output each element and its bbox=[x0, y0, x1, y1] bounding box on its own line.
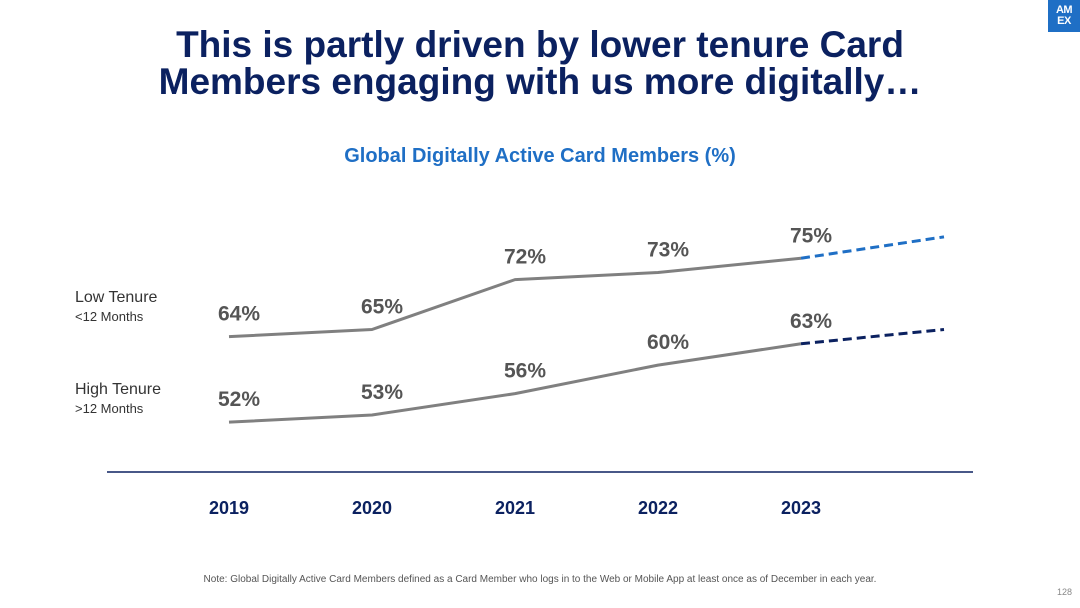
data-label-high-tenure-2023: 63% bbox=[790, 310, 832, 333]
x-tick-label-2019: 2019 bbox=[209, 498, 249, 518]
series-projection-high-tenure bbox=[800, 328, 945, 346]
x-tick-label-2021: 2021 bbox=[495, 498, 535, 518]
series-label-low-tenure: Low Tenure <12 Months bbox=[75, 288, 157, 326]
data-label-high-tenure-2020: 53% bbox=[361, 381, 403, 404]
x-tick-label-2020: 2020 bbox=[352, 498, 392, 518]
x-tick-label-2023: 2023 bbox=[781, 498, 821, 518]
series-name-high-tenure: High Tenure bbox=[75, 381, 161, 398]
chart-title: Global Digitally Active Card Members (%) bbox=[344, 145, 736, 167]
x-tick-label-2022: 2022 bbox=[638, 498, 678, 518]
slide-title-line2: Members engaging with us more digitally… bbox=[158, 61, 922, 102]
data-label-low-tenure-2021: 72% bbox=[504, 246, 546, 269]
data-label-low-tenure-2023: 75% bbox=[790, 224, 832, 247]
series-line-high-tenure bbox=[228, 342, 802, 424]
series-sublabel-low-tenure: <12 Months bbox=[75, 309, 144, 324]
slide-title: This is partly driven by lower tenure Ca… bbox=[0, 26, 1080, 100]
series-sublabel-high-tenure: >12 Months bbox=[75, 401, 144, 416]
footnote: Note: Global Digitally Active Card Membe… bbox=[203, 574, 877, 585]
series-name-low-tenure: Low Tenure bbox=[75, 289, 158, 306]
data-label-high-tenure-2021: 56% bbox=[504, 360, 546, 383]
series-label-high-tenure: High Tenure >12 Months bbox=[75, 380, 161, 418]
slide-title-line1: This is partly driven by lower tenure Ca… bbox=[176, 24, 904, 65]
data-label-low-tenure-2020: 65% bbox=[361, 296, 403, 319]
logo-line2: EX bbox=[1057, 15, 1071, 27]
data-label-high-tenure-2019: 52% bbox=[218, 388, 260, 411]
amex-logo: AM EX bbox=[1048, 0, 1080, 32]
data-label-low-tenure-2022: 73% bbox=[647, 239, 689, 262]
series-line-low-tenure bbox=[228, 256, 802, 339]
logo-line1: AM bbox=[1055, 4, 1073, 16]
data-label-high-tenure-2022: 60% bbox=[647, 331, 689, 354]
page-number: 128 bbox=[1056, 587, 1072, 597]
series-projection-low-tenure bbox=[800, 235, 945, 260]
data-label-low-tenure-2019: 64% bbox=[218, 303, 260, 326]
